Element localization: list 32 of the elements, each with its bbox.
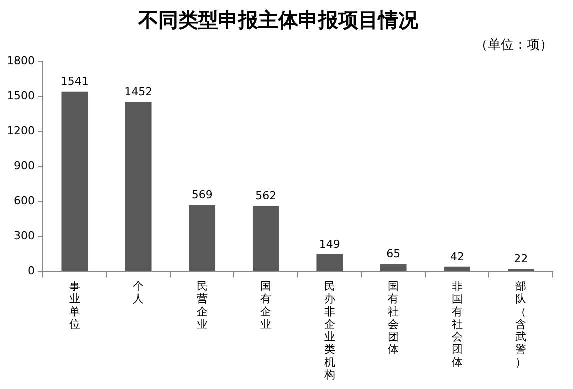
x-tick-label: 部队（含武警） <box>516 280 527 369</box>
y-tick-label: 900 <box>14 160 35 173</box>
data-label: 569 <box>192 188 213 202</box>
bar <box>444 266 471 272</box>
x-tick-label: 个人 <box>133 280 144 306</box>
chart-title: 不同类型申报主体申报项目情况 <box>138 8 420 32</box>
data-label: 149 <box>319 238 340 251</box>
bar <box>189 205 216 272</box>
bar <box>252 206 280 272</box>
x-tick-label: 民办非企业类机构 <box>323 280 336 382</box>
data-label: 1541 <box>60 75 89 88</box>
data-label: 1452 <box>124 86 153 99</box>
x-tick-label: 民营企业 <box>196 280 208 331</box>
x-tick-label: 国有企业 <box>260 280 272 331</box>
data-label: 22 <box>514 252 528 266</box>
y-tick-label: 1500 <box>6 89 35 102</box>
data-label: 65 <box>386 248 401 261</box>
y-tick-label: 600 <box>14 194 35 208</box>
bar <box>316 254 344 272</box>
x-tick-label: 国有社会团体 <box>388 280 400 356</box>
x-tick-label: 事业单位 <box>69 280 80 331</box>
bar <box>62 92 88 272</box>
data-label: 562 <box>256 190 277 203</box>
y-tick-label: 300 <box>14 230 35 243</box>
y-tick-label: 1200 <box>6 124 35 138</box>
y-tick-label: 0 <box>28 264 35 278</box>
y-tick-label: 1800 <box>6 54 35 68</box>
chart-subtitle: （单位：项） <box>475 38 553 54</box>
data-label: 42 <box>450 250 464 264</box>
bar <box>125 102 152 272</box>
x-tick-label: 非国有社会团体 <box>452 280 463 369</box>
bar <box>380 264 407 272</box>
